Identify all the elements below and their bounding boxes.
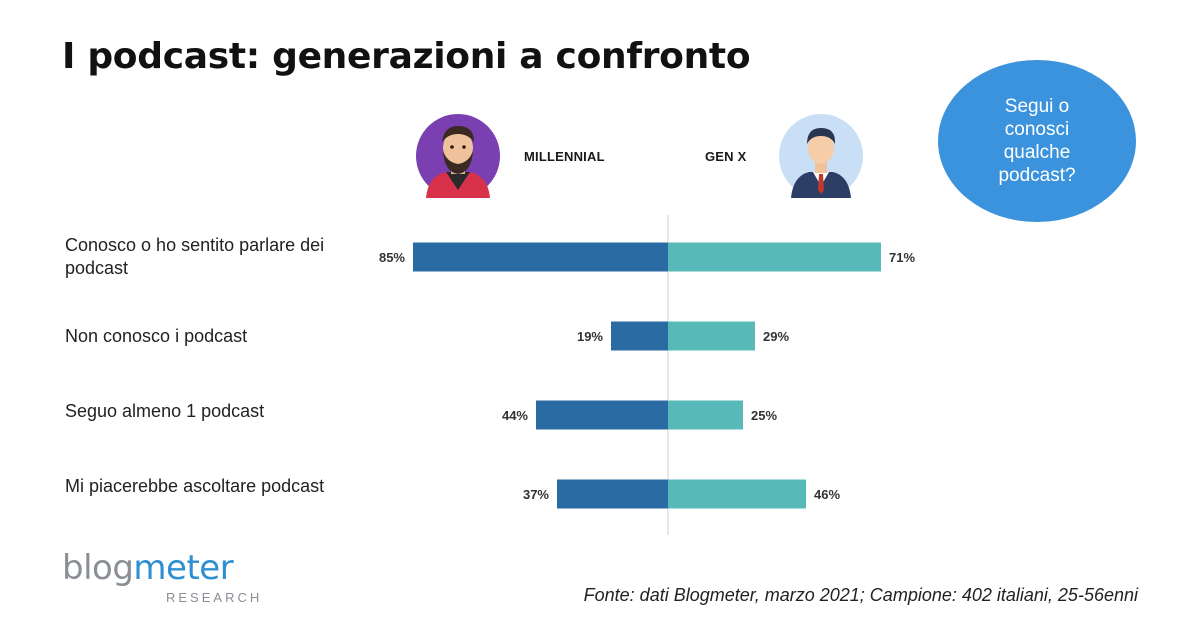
businessman-avatar-icon [779,114,863,198]
genx-data-label: 25% [751,408,777,423]
genx-data-label: 71% [889,250,915,265]
millennial-bar [536,400,668,430]
page-title: I podcast: generazioni a confronto [62,36,751,77]
genx-bar [668,400,743,430]
logo-wordmark: blogmeter [62,548,234,588]
genx-bar [668,321,755,351]
millennial-data-label: 37% [523,487,549,502]
legend-millennial: MILLENNIAL [524,149,605,164]
question-bubble: Segui o conosci qualche podcast? [938,60,1136,222]
bearded-man-avatar-icon [416,114,500,198]
millennial-data-label: 44% [502,408,528,423]
millennial-bar [413,242,668,272]
source-note: Fonte: dati Blogmeter, marzo 2021; Campi… [583,585,1138,605]
millennial-data-label: 85% [379,250,405,265]
category-label: Non conosco i podcast [65,326,248,346]
genx-bar [668,242,881,272]
category-label: Conosco o ho sentito parlare dei podcast [65,235,325,278]
category-label: Mi piacerebbe ascoltare podcast [65,476,325,496]
category-label: Seguo almeno 1 podcast [65,401,265,421]
question-text: Segui o conosci qualche podcast? [998,96,1076,186]
genx-data-label: 46% [814,487,840,502]
blogmeter-logo: blogmeter RESEARCH [62,548,262,610]
legend-genx: GEN X [705,149,747,164]
millennial-data-label: 19% [577,329,603,344]
millennial-bar [611,321,668,351]
genx-bar [668,479,806,509]
genx-data-label: 29% [763,329,789,344]
logo-subtitle: RESEARCH [166,590,263,605]
millennial-bar [557,479,668,509]
